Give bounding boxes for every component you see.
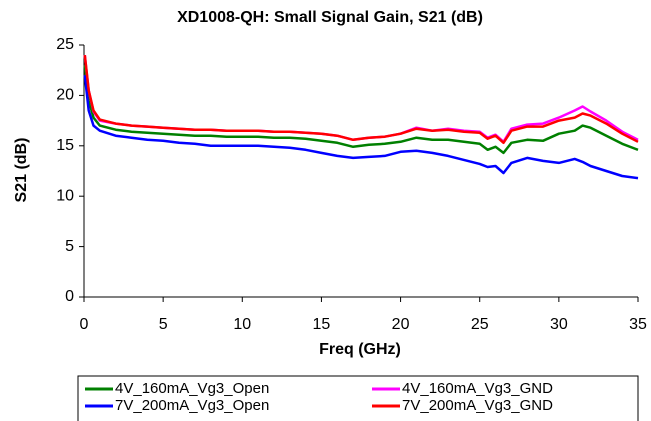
y-tick-label: 20 [56, 87, 74, 104]
y-tick-label: 10 [56, 187, 74, 204]
legend-label: 4V_160mA_Vg3_GND [402, 380, 553, 397]
x-tick-label: 25 [471, 316, 489, 333]
x-tick-label: 0 [80, 316, 89, 333]
x-tick-label: 35 [629, 316, 647, 333]
series-line [83, 75, 639, 180]
x-axis-label: Freq (GHz) [319, 341, 401, 358]
series-line [83, 65, 639, 155]
legend-label: 7V_200mA_Vg3_Open [115, 397, 269, 414]
legend-label: 7V_200mA_Vg3_GND [402, 397, 553, 414]
x-tick-label: 15 [313, 316, 331, 333]
series-line [83, 54, 639, 145]
chart-title: XD1008-QH: Small Signal Gain, S21 (dB) [177, 9, 483, 26]
x-tick-label: 20 [392, 316, 410, 333]
x-tick-label: 5 [159, 316, 168, 333]
y-axis-label: S21 (dB) [13, 138, 30, 203]
x-tick-label: 30 [550, 316, 568, 333]
y-tick-label: 15 [56, 137, 74, 154]
x-tick-label: 10 [233, 316, 251, 333]
y-tick-label: 25 [56, 36, 74, 53]
legend-label: 4V_160mA_Vg3_Open [115, 380, 269, 397]
legend-box [77, 375, 639, 421]
y-tick-label: 0 [65, 288, 74, 305]
y-tick-label: 5 [65, 238, 74, 255]
